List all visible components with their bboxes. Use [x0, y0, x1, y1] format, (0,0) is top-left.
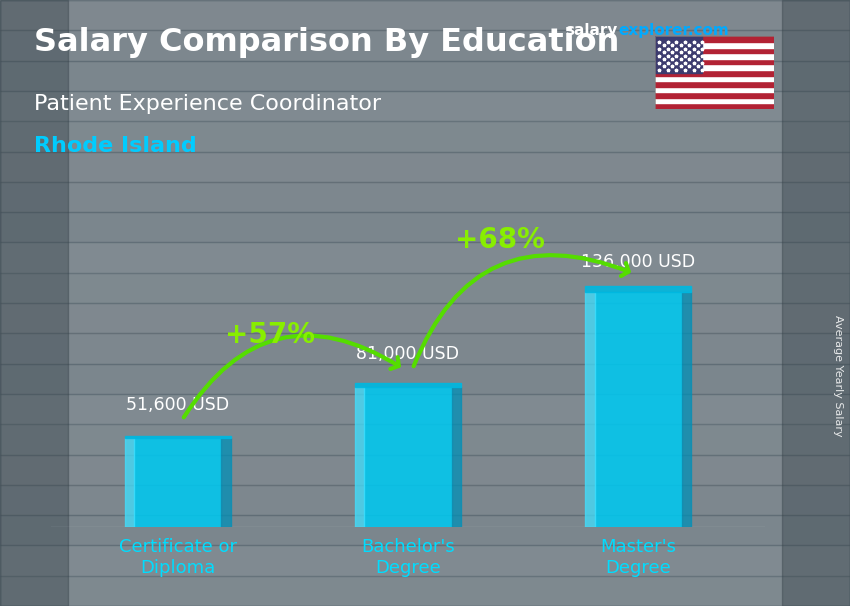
Bar [654, 81, 774, 87]
FancyBboxPatch shape [682, 291, 691, 527]
Text: Salary Comparison By Education: Salary Comparison By Education [34, 27, 620, 58]
Text: 81,000 USD: 81,000 USD [356, 345, 460, 363]
FancyBboxPatch shape [125, 436, 230, 438]
Bar [654, 98, 774, 104]
Bar [0, 212, 850, 242]
Text: +57%: +57% [224, 321, 314, 350]
FancyBboxPatch shape [125, 438, 134, 527]
Bar [0, 121, 850, 152]
Bar [0, 61, 850, 91]
Bar [0, 545, 850, 576]
Bar [0, 0, 850, 30]
Text: 136,000 USD: 136,000 USD [581, 253, 695, 270]
Bar [654, 47, 774, 53]
Bar [0, 152, 850, 182]
Bar [654, 53, 774, 59]
FancyBboxPatch shape [451, 387, 461, 527]
Bar [0, 454, 850, 485]
Bar [654, 42, 774, 47]
Bar [0, 91, 850, 121]
Bar [0, 273, 850, 303]
FancyBboxPatch shape [586, 286, 691, 291]
Text: explorer.com: explorer.com [619, 23, 729, 38]
Bar [654, 92, 774, 98]
Bar [654, 87, 774, 92]
Bar [654, 104, 774, 109]
Bar [654, 70, 774, 76]
Bar [654, 36, 702, 73]
FancyBboxPatch shape [222, 438, 230, 527]
Bar [654, 36, 774, 42]
Bar [0, 333, 850, 364]
Bar [654, 64, 774, 70]
FancyBboxPatch shape [355, 384, 461, 387]
Bar [365, 387, 451, 527]
Text: salary: salary [565, 23, 618, 38]
Bar [0, 242, 850, 273]
Bar [654, 59, 774, 64]
Bar [0, 182, 850, 212]
Bar [0, 30, 850, 61]
FancyBboxPatch shape [586, 291, 594, 527]
Bar [134, 438, 222, 527]
Bar [0, 485, 850, 515]
Text: Patient Experience Coordinator: Patient Experience Coordinator [34, 94, 381, 114]
Bar [594, 291, 682, 527]
Bar [0, 394, 850, 424]
Bar [0, 576, 850, 606]
Text: 51,600 USD: 51,600 USD [126, 396, 230, 414]
Bar [0, 303, 850, 333]
Text: Rhode Island: Rhode Island [34, 136, 196, 156]
Text: +68%: +68% [456, 226, 545, 255]
Text: Average Yearly Salary: Average Yearly Salary [833, 315, 843, 436]
Bar [0, 515, 850, 545]
FancyBboxPatch shape [355, 387, 365, 527]
Bar [0, 364, 850, 394]
Bar [654, 76, 774, 81]
Bar [0, 424, 850, 454]
